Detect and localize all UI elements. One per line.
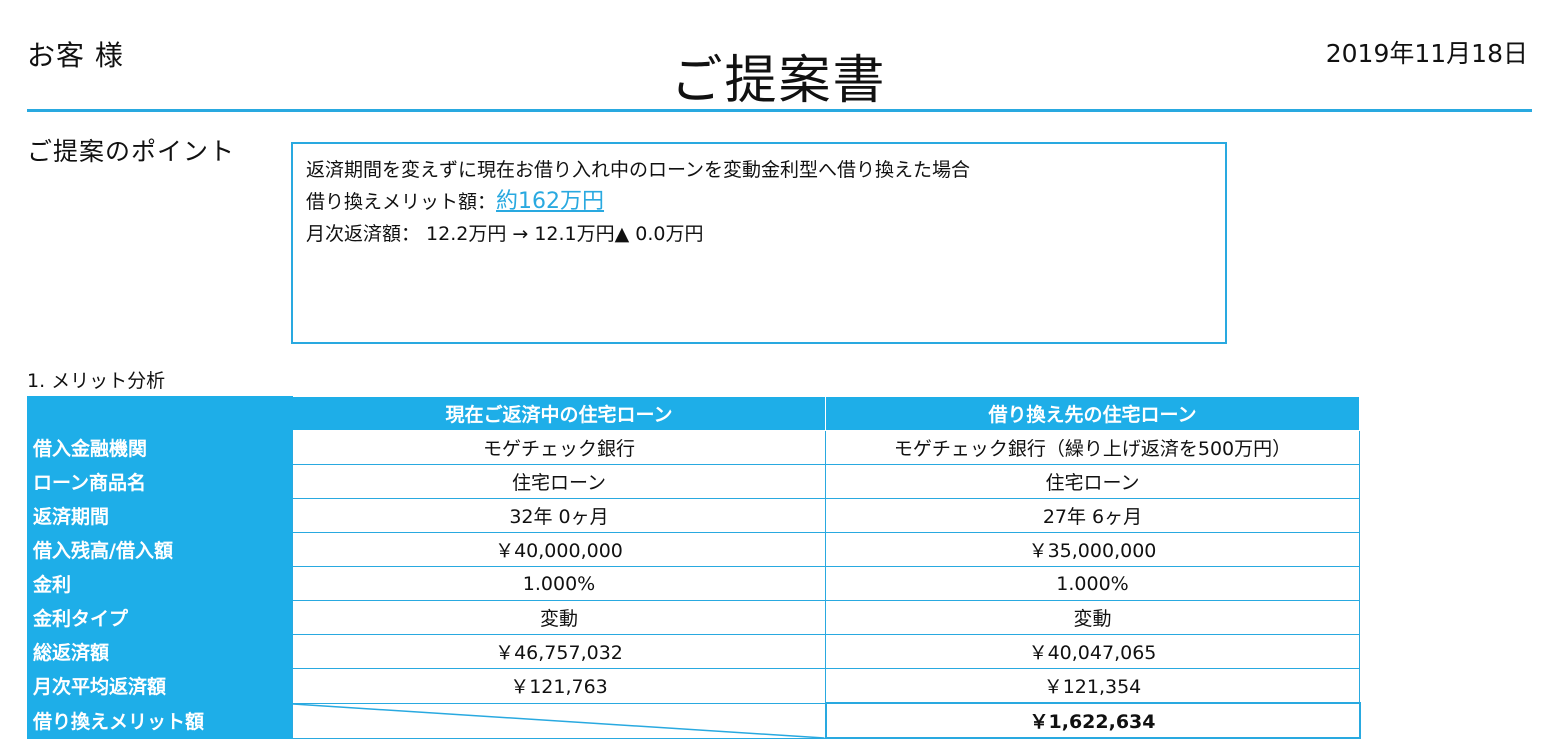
column-header-current-loan: 現在ご返済中の住宅ローン — [292, 396, 826, 431]
row-label: 借入金融機関 — [27, 430, 293, 465]
table-row: 総返済額 ￥46,757,032 ￥40,047,065 — [27, 634, 1360, 669]
customer-name: お客 様 — [27, 39, 124, 72]
row-label: 借入残高/借入額 — [27, 532, 293, 567]
document-date: 2019年11月18日 — [1325, 39, 1528, 68]
new-loan-value: ￥121,354 — [825, 668, 1360, 704]
new-loan-value: ￥35,000,000 — [825, 532, 1360, 567]
merit-analysis-table: 現在ご返済中の住宅ローン 借り換え先の住宅ローン 借入金融機関 モゲチェック銀行… — [27, 396, 1361, 739]
current-loan-value: モゲチェック銀行 — [292, 430, 826, 465]
row-label: 返済期間 — [27, 498, 293, 533]
current-loan-value: 変動 — [292, 600, 826, 635]
document-title: ご提案書 — [670, 51, 887, 111]
column-header-new-loan: 借り換え先の住宅ローン — [825, 396, 1360, 431]
points-line-monthly: 月次返済額： 12.2万円 → 12.1万円▲ 0.0万円 — [306, 223, 704, 245]
current-loan-value: 32年 0ヶ月 — [292, 498, 826, 533]
section-heading-merit-analysis: 1. メリット分析 — [27, 370, 166, 392]
points-line-merit: 借り換えメリット額：約162万円 — [306, 186, 1212, 218]
current-loan-value: 住宅ローン — [292, 464, 826, 499]
new-loan-value: ￥40,047,065 — [825, 634, 1360, 669]
new-loan-value: モゲチェック銀行（繰り上げ返済を500万円） — [825, 430, 1360, 465]
table-row: 月次平均返済額 ￥121,763 ￥121,354 — [27, 668, 1360, 704]
table-row: 返済期間 32年 0ヶ月 27年 6ヶ月 — [27, 498, 1360, 533]
merit-amount-link[interactable]: 約162万円 — [496, 189, 605, 214]
new-loan-value: 27年 6ヶ月 — [825, 498, 1360, 533]
new-loan-value: 1.000% — [825, 566, 1360, 601]
row-label: 借り換えメリット額 — [27, 702, 293, 739]
diagonal-strike-line — [293, 704, 825, 738]
table-row: 借入残高/借入額 ￥40,000,000 ￥35,000,000 — [27, 532, 1360, 567]
current-loan-value: ￥40,000,000 — [292, 532, 826, 567]
table-row: 金利タイプ 変動 変動 — [27, 600, 1360, 635]
table-row: ローン商品名 住宅ローン 住宅ローン — [27, 464, 1360, 499]
current-loan-value: 1.000% — [292, 566, 826, 601]
row-label: 月次平均返済額 — [27, 668, 293, 704]
proposal-points-box: 返済期間を変えずに現在お借り入れ中のローンを変動金利型へ借り換えた場合 借り換え… — [291, 142, 1227, 344]
current-loan-value: ￥46,757,032 — [292, 634, 826, 669]
new-loan-value: 変動 — [825, 600, 1360, 635]
table-row: 金利 1.000% 1.000% — [27, 566, 1360, 601]
merit-row: 借り換えメリット額 ￥1,622,634 — [27, 702, 1361, 739]
current-loan-value: ￥121,763 — [292, 668, 826, 704]
row-label: 金利タイプ — [27, 600, 293, 635]
row-label: ローン商品名 — [27, 464, 293, 499]
row-label: 総返済額 — [27, 634, 293, 669]
table-header-row: 現在ご返済中の住宅ローン 借り換え先の住宅ローン — [27, 396, 1360, 431]
table-corner-cell — [27, 396, 293, 431]
points-line-1: 返済期間を変えずに現在お借り入れ中のローンを変動金利型へ借り換えた場合 — [306, 159, 971, 181]
header-divider — [27, 109, 1532, 112]
table-row: 借入金融機関 モゲチェック銀行 モゲチェック銀行（繰り上げ返済を500万円） — [27, 430, 1360, 465]
merit-total-value: ￥1,622,634 — [824, 702, 1361, 739]
empty-diagonal-cell — [292, 702, 826, 739]
merit-label: 借り換えメリット額： — [306, 191, 497, 213]
row-label: 金利 — [27, 566, 293, 601]
new-loan-value: 住宅ローン — [825, 464, 1360, 499]
proposal-points-label: ご提案のポイント — [27, 137, 236, 166]
